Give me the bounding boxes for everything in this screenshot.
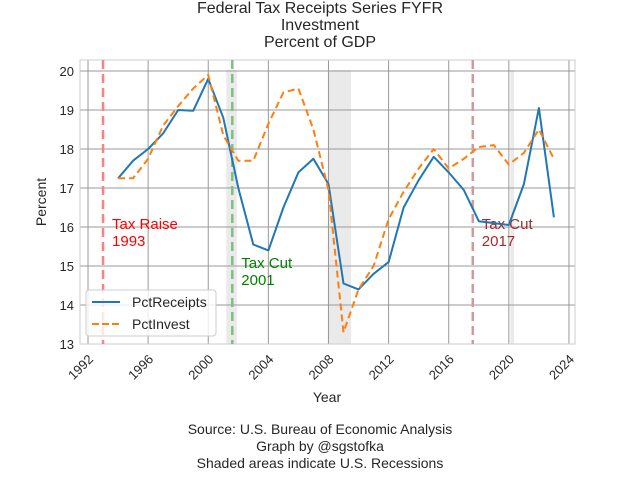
x-tick-label: 2024 (546, 352, 577, 383)
event-year: 2001 (241, 272, 274, 289)
y-tick-label: 20 (60, 64, 74, 79)
chart-title-line-1: Federal Tax Receipts Series FYFR (196, 0, 443, 17)
y-tick-label: 13 (60, 337, 74, 352)
event-year: 1993 (112, 233, 145, 250)
legend-invest-label: PctInvest (132, 316, 190, 332)
x-tick-label: 2008 (306, 352, 337, 383)
event-year: 2017 (482, 233, 515, 250)
legend: PctReceipts PctInvest (85, 289, 217, 337)
source-line-1: Source: U.S. Bureau of Economic Analysis (187, 421, 453, 437)
source-line-3: Shaded areas indicate U.S. Recessions (196, 455, 444, 471)
x-tick-label: 1996 (125, 352, 156, 383)
x-tick-label: 2012 (366, 352, 397, 383)
chart-title-line-2: Investment (280, 17, 360, 34)
x-tick-label: 2004 (245, 352, 276, 383)
y-tick-label: 14 (60, 298, 74, 313)
x-tick-label: 1992 (65, 352, 96, 383)
y-tick-label: 16 (60, 220, 74, 235)
series-line-pctreceipts (117, 77, 555, 291)
y-tick-label: 17 (60, 181, 74, 196)
x-tick-label: 2000 (185, 352, 216, 383)
plot-frame (79, 59, 576, 345)
y-tick-label: 15 (60, 259, 74, 274)
series-line-pctinvest (118, 73, 555, 334)
recession-band (327, 70, 352, 344)
y-axis-label: Percent (33, 178, 49, 226)
chart-title-line-3: Percent of GDP (263, 34, 377, 51)
event-label: Tax Cut (241, 255, 293, 272)
y-tick-label: 19 (60, 103, 74, 118)
source-line-2: Graph by @sgstofka (256, 438, 384, 454)
recession-band (510, 70, 515, 344)
y-tick-label: 18 (60, 142, 74, 157)
event-label: Tax Raise (112, 216, 178, 233)
x-axis-label: Year (313, 389, 342, 405)
x-tick-label: 2016 (426, 352, 457, 383)
x-tick-label: 2020 (486, 352, 517, 383)
legend-receipts-label: PctReceipts (132, 294, 207, 310)
